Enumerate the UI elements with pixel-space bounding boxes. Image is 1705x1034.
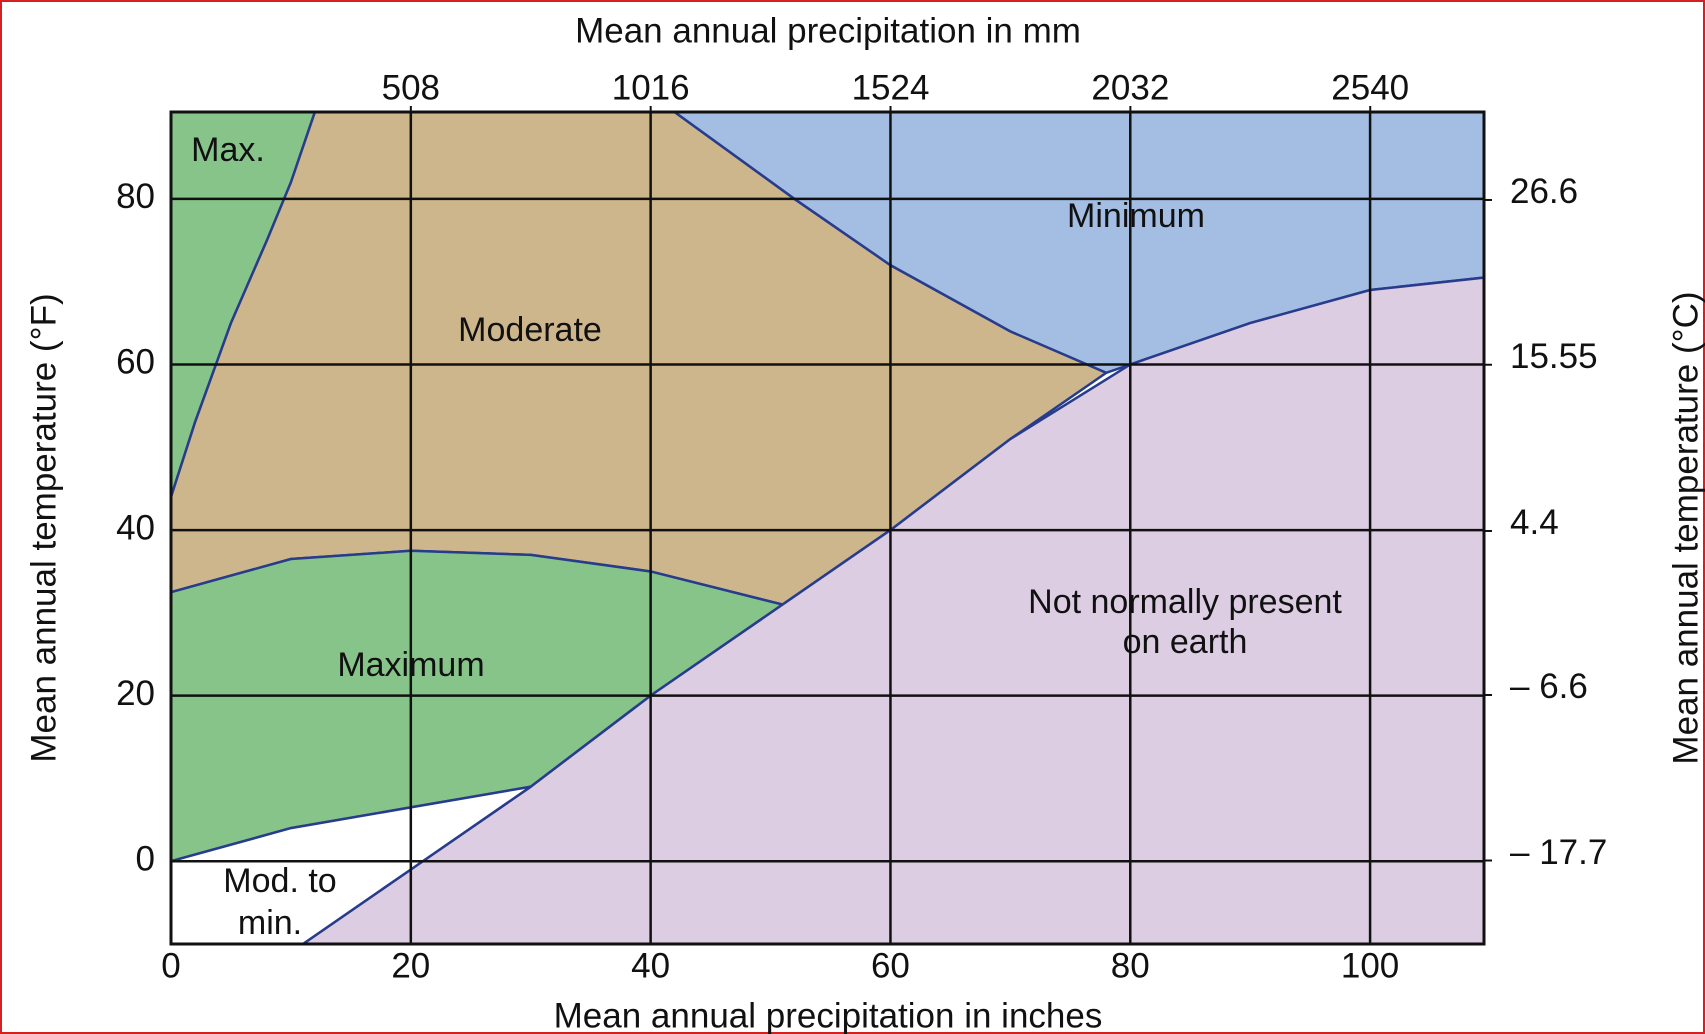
x-tick-label: 100	[1341, 946, 1399, 985]
y-tick-label: 0	[136, 839, 155, 878]
y2-tick-label: – 17.7	[1510, 833, 1607, 872]
x2-tick-label: 1524	[852, 68, 930, 107]
region-label: Not normally present	[1028, 583, 1342, 621]
x-tick-label: 60	[871, 946, 910, 985]
region-label: Mod. to	[223, 862, 336, 900]
y2-tick-label: 15.55	[1510, 337, 1598, 376]
region-label: Minimum	[1067, 197, 1205, 235]
y-tick-label: 40	[116, 508, 155, 547]
x2-axis-title: Mean annual precipitation in mm	[575, 11, 1081, 50]
region-label: on earth	[1123, 623, 1248, 661]
y-axis-title: Mean annual temperature (°F)	[24, 293, 63, 762]
y2-tick-label: – 6.6	[1510, 667, 1588, 706]
region-label: Moderate	[458, 311, 602, 349]
x2-tick-label: 508	[382, 68, 440, 107]
x2-tick-label: 1016	[612, 68, 690, 107]
region-label: Maximum	[337, 646, 484, 684]
y-tick-label: 80	[116, 177, 155, 216]
y2-tick-label: 4.4	[1510, 503, 1559, 542]
x2-tick-label: 2032	[1091, 68, 1169, 107]
y2-axis-title: Mean annual temperature (°C)	[1666, 291, 1705, 764]
x-tick-label: 0	[161, 946, 180, 985]
x-axis-title: Mean annual precipitation in inches	[554, 996, 1103, 1034]
x-tick-label: 20	[391, 946, 430, 985]
region-label: Max.	[191, 131, 265, 169]
x2-tick-label: 2540	[1331, 68, 1409, 107]
x-tick-label: 40	[631, 946, 670, 985]
y-tick-label: 20	[116, 674, 155, 713]
y-tick-label: 60	[116, 343, 155, 382]
region-label: min.	[238, 904, 302, 942]
plot-frame	[169, 110, 1486, 946]
x-tick-label: 80	[1111, 946, 1150, 985]
y2-tick-label: 26.6	[1510, 172, 1578, 211]
